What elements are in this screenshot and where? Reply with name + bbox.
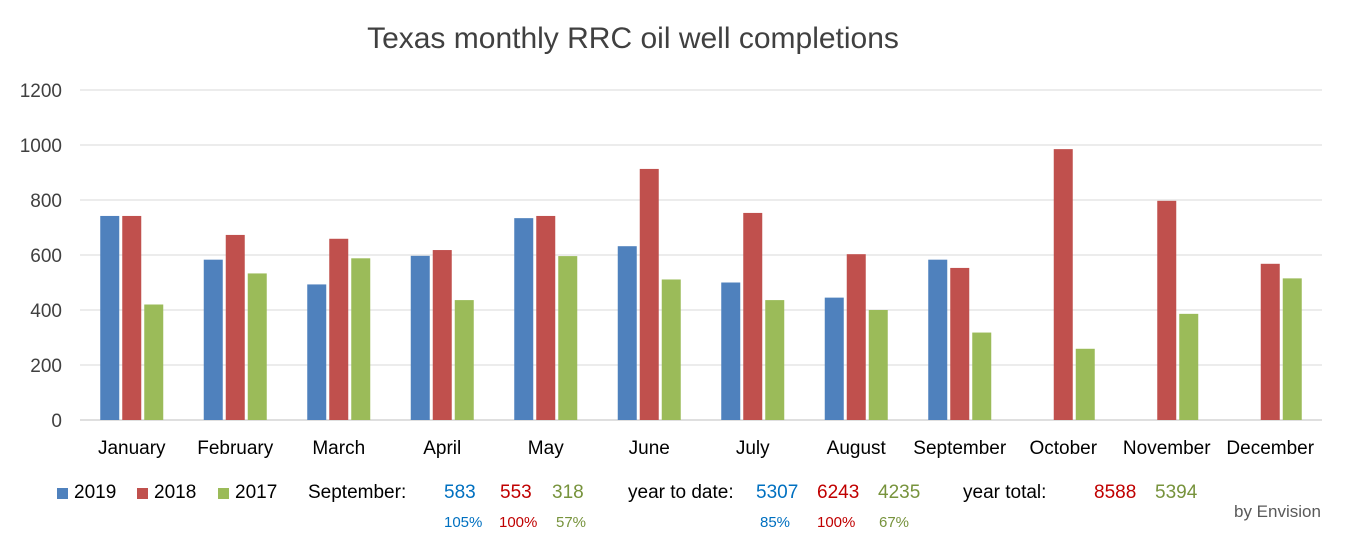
ytd-value-2019: 5307 bbox=[756, 482, 799, 503]
bar-2017-april bbox=[454, 300, 474, 420]
bar-2018-may bbox=[536, 215, 556, 420]
y-tick-label: 800 bbox=[30, 191, 62, 212]
bar-2018-february bbox=[225, 234, 245, 420]
ytd-value-2018: 6243 bbox=[817, 482, 860, 503]
bar-2019-september bbox=[928, 259, 948, 420]
chart-title: Texas monthly RRC oil well completions bbox=[367, 22, 899, 55]
bar-2018-september bbox=[950, 267, 970, 420]
legend-label-2018: 2018 bbox=[154, 482, 197, 503]
month-label: September: bbox=[308, 482, 407, 503]
x-tick-label-august: August bbox=[827, 438, 887, 459]
month-pct-2018: 100% bbox=[499, 514, 538, 531]
y-tick-label: 200 bbox=[30, 356, 62, 377]
bar-2019-january bbox=[100, 215, 120, 420]
bar-2017-july bbox=[765, 300, 785, 420]
bar-2017-june bbox=[661, 279, 681, 420]
bar-2018-march bbox=[329, 238, 349, 420]
total-label: year total: bbox=[963, 482, 1047, 503]
bar-2017-march bbox=[351, 258, 371, 420]
ytd-pct-2019: 85% bbox=[760, 514, 791, 531]
x-tick-label-june: June bbox=[629, 438, 670, 459]
grid-layer bbox=[80, 89, 1322, 421]
ytd-pct-2018: 100% bbox=[817, 514, 856, 531]
bar-2018-december bbox=[1260, 263, 1280, 420]
bar-2017-september bbox=[972, 332, 992, 420]
y-tick-label: 1000 bbox=[20, 136, 62, 157]
x-tick-label-february: February bbox=[197, 438, 274, 459]
legend-swatch-2019 bbox=[57, 488, 68, 499]
x-tick-label-november: November bbox=[1123, 438, 1211, 459]
month-pct-2019: 105% bbox=[444, 514, 483, 531]
legend-swatch-2017 bbox=[218, 488, 229, 499]
legend-label-2017: 2017 bbox=[235, 482, 278, 503]
bar-2018-april bbox=[432, 250, 452, 420]
bar-2018-june bbox=[639, 168, 659, 420]
y-tick-label: 400 bbox=[30, 301, 62, 322]
x-tick-label-july: July bbox=[736, 438, 770, 459]
bar-2018-november bbox=[1157, 200, 1177, 420]
x-tick-label-october: October bbox=[1029, 438, 1097, 459]
bar-2019-february bbox=[203, 259, 223, 420]
x-tick-label-december: December bbox=[1226, 438, 1314, 459]
bar-2017-may bbox=[558, 256, 578, 420]
bar-2019-march bbox=[307, 284, 327, 420]
month-value-2017: 318 bbox=[552, 482, 584, 503]
bar-2018-october bbox=[1053, 149, 1073, 420]
ytd-label: year to date: bbox=[628, 482, 734, 503]
x-tick-label-may: May bbox=[528, 438, 564, 459]
bar-2019-april bbox=[410, 255, 430, 420]
x-tick-label-march: March bbox=[312, 438, 365, 459]
bar-2018-august bbox=[846, 254, 866, 420]
month-value-2018: 553 bbox=[500, 482, 532, 503]
bar-2019-august bbox=[824, 297, 844, 420]
bar-2019-june bbox=[617, 246, 637, 420]
x-tick-label-april: April bbox=[423, 438, 461, 459]
bar-2018-july bbox=[743, 212, 763, 420]
label-layer: 0 200 400 600 800 1000 1200 January February Marc… bbox=[20, 81, 1315, 459]
bar-2017-october bbox=[1075, 348, 1095, 420]
total-value-2017: 5394 bbox=[1155, 482, 1198, 503]
y-tick-label: 600 bbox=[30, 246, 62, 267]
bar-2017-february bbox=[247, 273, 267, 420]
x-tick-label-january: January bbox=[98, 438, 166, 459]
bar-2017-august bbox=[868, 310, 888, 420]
bar-2017-november bbox=[1179, 313, 1199, 420]
ytd-pct-2017: 67% bbox=[879, 514, 910, 531]
legend-label-2019: 2019 bbox=[74, 482, 117, 503]
bar-2018-january bbox=[122, 215, 142, 420]
month-pct-2017: 57% bbox=[556, 514, 587, 531]
month-value-2019: 583 bbox=[444, 482, 476, 503]
bar-2019-may bbox=[514, 218, 534, 420]
y-tick-label: 0 bbox=[51, 411, 62, 432]
total-value-2018: 8588 bbox=[1094, 482, 1137, 503]
y-tick-label: 1200 bbox=[20, 81, 62, 102]
bar-2017-december bbox=[1282, 278, 1302, 420]
x-tick-label-september: September bbox=[913, 438, 1007, 459]
legend-swatch-2018 bbox=[137, 488, 148, 499]
ytd-value-2017: 4235 bbox=[878, 482, 921, 503]
bar-layer bbox=[100, 149, 1302, 420]
bar-2019-july bbox=[721, 282, 741, 420]
bar-2017-january bbox=[144, 304, 164, 420]
credit-text: by Envision bbox=[1234, 502, 1321, 521]
